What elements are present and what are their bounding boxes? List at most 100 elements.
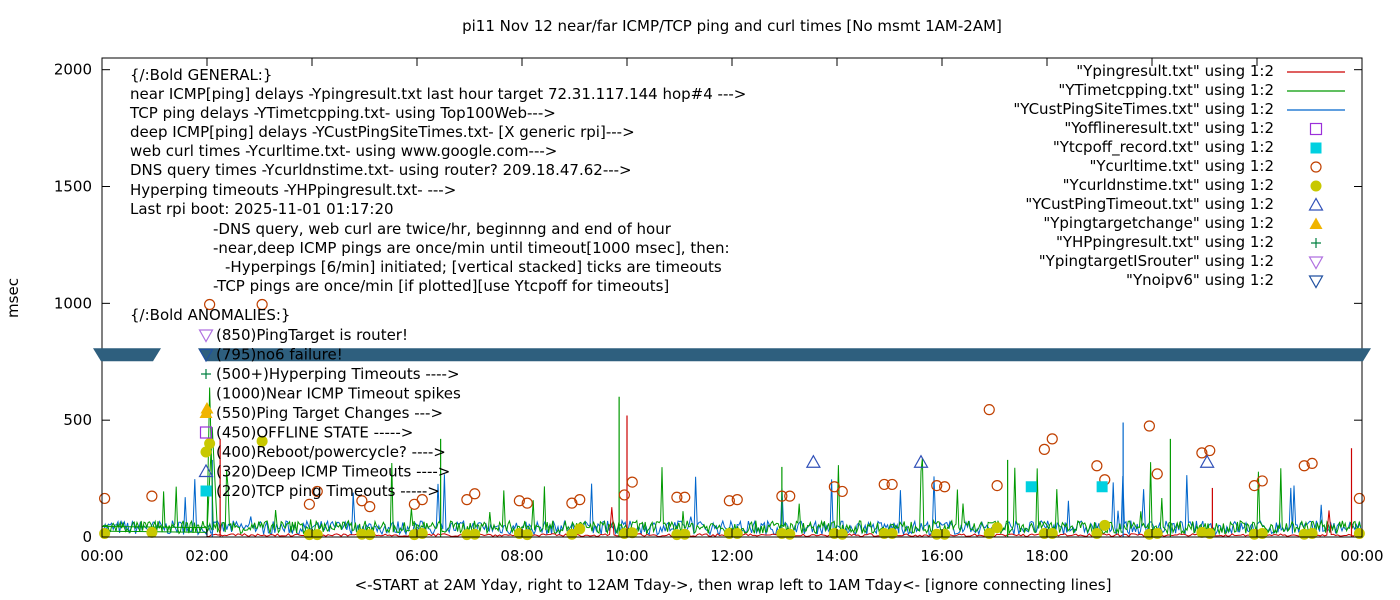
anomaly-label: (850)PingTarget is router! <box>216 326 408 344</box>
data-point <box>461 494 473 506</box>
anomaly-label: (400)Reboot/powercycle? ----> <box>216 443 446 461</box>
x-tick-label: 22:00 <box>1235 547 1278 565</box>
info-line: -near,deep ICMP pings are once/min until… <box>213 239 730 257</box>
y-tick-label: 1500 <box>54 178 92 196</box>
data-point <box>1151 468 1163 480</box>
series-0 <box>99 298 1365 513</box>
data-point <box>311 529 323 541</box>
x-tick-label: 06:00 <box>395 547 438 565</box>
data-point <box>836 485 848 498</box>
chart-title: pi11 Nov 12 near/far ICMP/TCP ping and c… <box>462 17 1002 35</box>
data-point <box>626 527 638 539</box>
info-line: -Hyperpings [6/min] initiated; [vertical… <box>225 258 722 276</box>
data-point <box>1306 527 1318 539</box>
data-point <box>469 528 481 540</box>
data-point <box>784 490 796 502</box>
data-point <box>1025 481 1037 493</box>
data-point <box>1046 527 1058 539</box>
legend-label: "Ypingresult.txt" using 1:2 <box>1076 62 1274 80</box>
data-point <box>416 494 428 506</box>
data-point <box>521 529 533 541</box>
data-point <box>574 523 586 535</box>
data-point <box>991 479 1003 492</box>
y-tick-label: 500 <box>63 411 92 429</box>
legend-marker <box>1311 238 1321 248</box>
x-tick-label: 02:00 <box>185 547 228 565</box>
legend-marker <box>1309 122 1323 136</box>
info-line: Hyperping timeouts -YHPpingresult.txt- -… <box>130 181 456 199</box>
axis-break-main <box>198 348 1371 362</box>
anomaly-marker <box>199 406 213 418</box>
axis-break-band <box>93 348 1371 362</box>
data-point <box>311 485 323 498</box>
legend-marker <box>1310 180 1322 192</box>
legend-label: "YTimetcpping.txt" using 1:2 <box>1058 81 1274 99</box>
anomaly-label: (450)OFFLINE STATE -----> <box>216 424 413 442</box>
anomaly-label: (220)TCP ping Timeouts -----> <box>216 482 440 500</box>
data-point <box>146 490 158 502</box>
data-point <box>784 528 796 540</box>
data-point <box>574 494 586 506</box>
info-line: DNS query times -Ycurldnstime.txt- using… <box>130 161 632 179</box>
x-tick-label: 08:00 <box>500 547 543 565</box>
series-3 <box>1025 481 1108 493</box>
data-point <box>1256 475 1268 487</box>
data-point <box>364 501 376 513</box>
x-tick-label: 10:00 <box>605 547 648 565</box>
data-point <box>805 454 821 468</box>
legend-label: "Ypingtargetchange" using 1:2 <box>1043 214 1274 232</box>
x-tick-label: 16:00 <box>920 547 963 565</box>
data-point <box>723 495 735 507</box>
data-point <box>671 491 683 503</box>
data-point <box>1306 457 1318 469</box>
data-point <box>679 491 691 503</box>
data-point <box>679 528 691 540</box>
legend-marker <box>1310 161 1322 173</box>
data-point <box>939 481 951 493</box>
legend-label: "YpingtargetISrouter" using 1:2 <box>1039 252 1274 270</box>
data-point <box>416 527 428 539</box>
data-point <box>256 435 268 447</box>
data-point <box>1096 481 1108 493</box>
legend-marker <box>1308 275 1324 289</box>
data-point <box>469 488 481 500</box>
series-2 <box>805 454 1215 468</box>
anomaly-marker <box>201 369 211 379</box>
legend-label: "Yofflineresult.txt" using 1:2 <box>1064 119 1274 137</box>
data-point <box>513 495 525 507</box>
data-point <box>364 529 376 541</box>
x-tick-label: 00:00 <box>1340 547 1383 565</box>
info-line: {/:Bold GENERAL:} <box>130 66 272 84</box>
legend-marker <box>1310 142 1322 154</box>
anomaly-marker <box>198 329 214 343</box>
data-point <box>303 498 315 510</box>
data-point <box>776 490 788 502</box>
data-point <box>931 479 943 492</box>
data-point <box>1143 420 1155 432</box>
legend-label: "YCustPingTimeout.txt" using 1:2 <box>1025 195 1274 213</box>
axes: 0 500 1000 1500 2000 00:00 02:00 04:00 06:00 08:0… <box>54 57 1384 565</box>
anomaly-legend: (850)PingTarget is router! (795)no6 failu… <box>198 326 461 500</box>
data-point <box>836 528 848 540</box>
legend: "Ypingresult.txt" using 1:2"YTimetcpping… <box>1013 62 1345 289</box>
data-point <box>913 454 929 468</box>
data-point <box>1298 460 1310 472</box>
data-point <box>1353 492 1365 505</box>
info-line: -DNS query, web curl are twice/hr, begin… <box>213 220 672 238</box>
data-point <box>983 527 995 539</box>
data-point <box>731 527 743 539</box>
anomaly-marker <box>199 426 213 439</box>
x-tick-label: 14:00 <box>815 547 858 565</box>
data-point <box>618 489 630 501</box>
plot-data-layer <box>99 298 1365 541</box>
data-point <box>146 526 158 538</box>
data-point <box>521 497 533 509</box>
data-point <box>1038 443 1050 455</box>
anomaly-label: (1000)Near ICMP Timeout spikes <box>216 385 461 403</box>
data-point <box>731 494 743 506</box>
info-line: web curl times -Ycurltime.txt- using www… <box>130 142 557 160</box>
data-point <box>204 298 216 311</box>
legend-label: "YHPpingresult.txt" using 1:2 <box>1056 233 1274 251</box>
x-tick-label: 20:00 <box>1130 547 1173 565</box>
